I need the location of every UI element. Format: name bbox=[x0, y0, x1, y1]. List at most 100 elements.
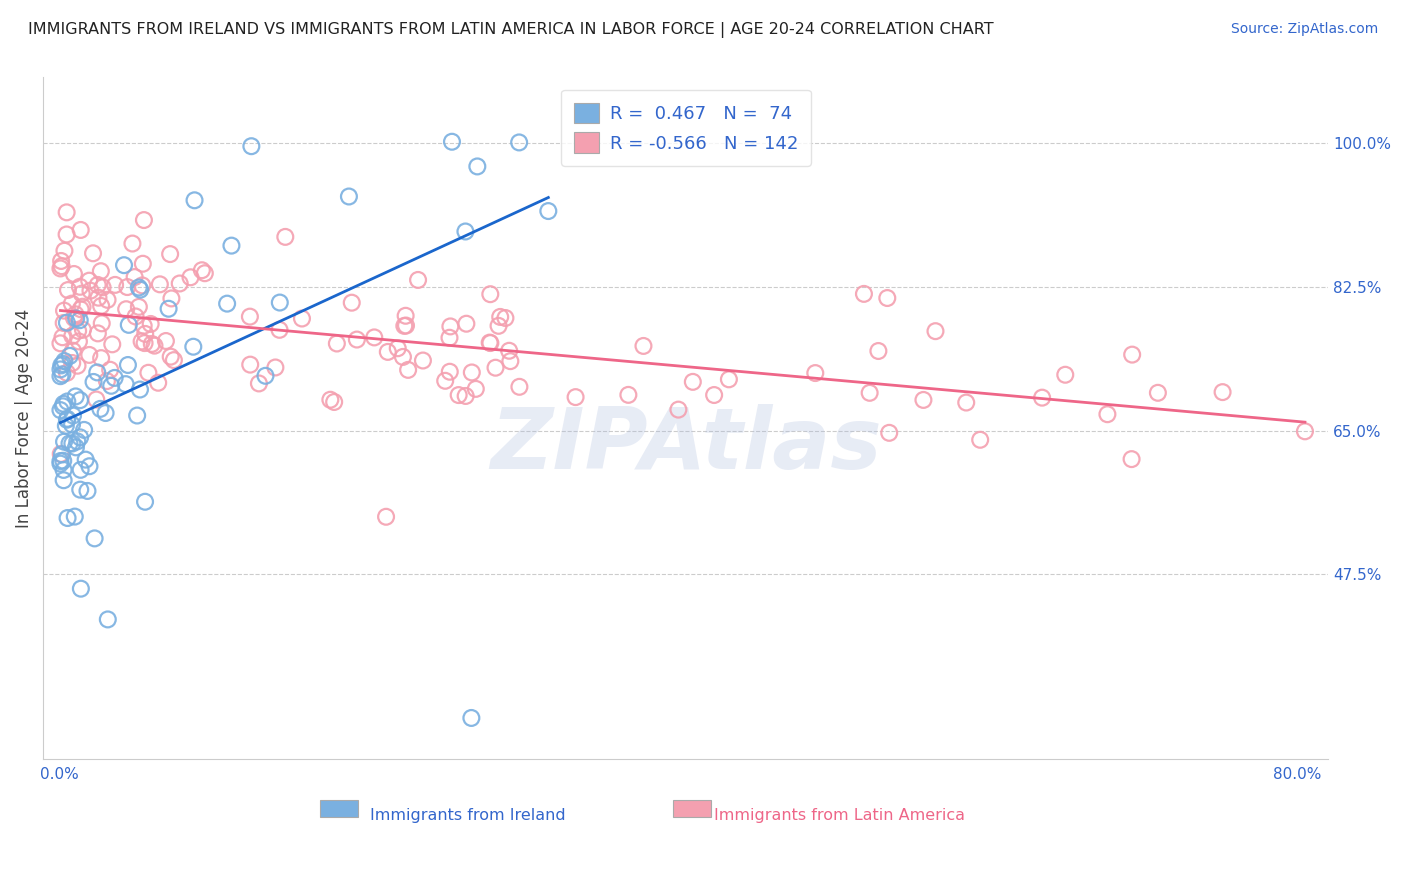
Point bbox=[79, 459, 101, 474]
Point bbox=[132, 213, 155, 227]
Point bbox=[69, 463, 91, 477]
Point bbox=[221, 238, 243, 252]
Point bbox=[51, 368, 73, 382]
Point bbox=[129, 383, 152, 397]
Point bbox=[155, 334, 177, 348]
Point bbox=[69, 302, 91, 317]
Point bbox=[51, 330, 73, 344]
Point bbox=[52, 473, 75, 487]
Point bbox=[439, 319, 461, 334]
Point bbox=[52, 316, 75, 330]
Point bbox=[128, 300, 150, 314]
Point bbox=[104, 371, 127, 385]
Point bbox=[1121, 348, 1143, 362]
Point bbox=[274, 230, 297, 244]
Point bbox=[239, 358, 262, 372]
Point bbox=[52, 454, 75, 468]
Point bbox=[62, 343, 84, 358]
Point bbox=[1031, 391, 1053, 405]
Point bbox=[91, 280, 114, 294]
Point bbox=[52, 399, 75, 413]
Point bbox=[72, 300, 94, 314]
Point bbox=[90, 351, 112, 365]
Y-axis label: In Labor Force | Age 20-24: In Labor Force | Age 20-24 bbox=[15, 309, 32, 528]
Point bbox=[377, 345, 399, 359]
Point bbox=[703, 388, 725, 402]
Point bbox=[859, 385, 882, 400]
Point bbox=[124, 270, 146, 285]
Text: ZIPAtlas: ZIPAtlas bbox=[489, 404, 882, 487]
Point bbox=[134, 495, 156, 509]
Point bbox=[139, 317, 162, 331]
Point bbox=[269, 295, 291, 310]
Point bbox=[56, 412, 79, 426]
Point bbox=[617, 388, 640, 402]
Point bbox=[51, 259, 73, 273]
Point bbox=[633, 339, 655, 353]
Point bbox=[49, 403, 72, 417]
Point bbox=[56, 316, 79, 330]
Point bbox=[69, 430, 91, 444]
Point bbox=[67, 324, 90, 338]
Point bbox=[141, 337, 163, 351]
Point bbox=[412, 353, 434, 368]
Point bbox=[127, 409, 149, 423]
Point bbox=[461, 366, 484, 380]
Point bbox=[488, 318, 510, 333]
Point bbox=[100, 379, 122, 393]
Point bbox=[51, 447, 73, 461]
Point bbox=[157, 301, 180, 316]
Point bbox=[478, 335, 501, 350]
Point bbox=[129, 283, 152, 297]
Point bbox=[60, 417, 83, 432]
Point bbox=[499, 354, 522, 368]
Point bbox=[49, 369, 72, 384]
Point bbox=[96, 374, 118, 388]
Point bbox=[337, 189, 360, 203]
Point bbox=[148, 376, 170, 390]
Point bbox=[128, 280, 150, 294]
Point bbox=[69, 393, 91, 408]
FancyBboxPatch shape bbox=[673, 800, 711, 817]
Point bbox=[179, 270, 201, 285]
Point bbox=[877, 425, 900, 440]
Point bbox=[375, 509, 398, 524]
Point bbox=[101, 337, 124, 351]
Point bbox=[494, 311, 516, 326]
Text: IMMIGRANTS FROM IRELAND VS IMMIGRANTS FROM LATIN AMERICA IN LABOR FORCE | AGE 20: IMMIGRANTS FROM IRELAND VS IMMIGRANTS FR… bbox=[28, 22, 994, 38]
Point bbox=[49, 457, 72, 471]
Point bbox=[87, 277, 110, 292]
Point bbox=[86, 365, 108, 379]
Point bbox=[131, 334, 153, 349]
Point bbox=[56, 366, 79, 380]
Point bbox=[868, 343, 890, 358]
Point bbox=[117, 280, 139, 294]
Point bbox=[84, 392, 107, 407]
Point bbox=[264, 360, 287, 375]
Point bbox=[217, 296, 239, 310]
Point bbox=[1147, 385, 1170, 400]
Point bbox=[456, 317, 478, 331]
Point bbox=[508, 136, 530, 150]
Point bbox=[406, 273, 429, 287]
Point bbox=[240, 139, 263, 153]
Point bbox=[69, 223, 91, 237]
Point bbox=[124, 310, 146, 324]
Point bbox=[70, 582, 93, 596]
Point bbox=[159, 247, 181, 261]
Point bbox=[460, 711, 482, 725]
Point bbox=[112, 258, 135, 272]
Point bbox=[479, 287, 502, 301]
Point bbox=[464, 382, 486, 396]
Point bbox=[87, 291, 110, 305]
Point bbox=[53, 244, 76, 258]
Point bbox=[96, 293, 118, 307]
Point bbox=[58, 436, 80, 450]
Point bbox=[89, 401, 111, 416]
Point bbox=[239, 310, 262, 324]
Point bbox=[63, 509, 86, 524]
Point bbox=[1097, 407, 1119, 421]
Point bbox=[132, 318, 155, 333]
Point bbox=[479, 336, 502, 351]
Point bbox=[395, 318, 418, 333]
